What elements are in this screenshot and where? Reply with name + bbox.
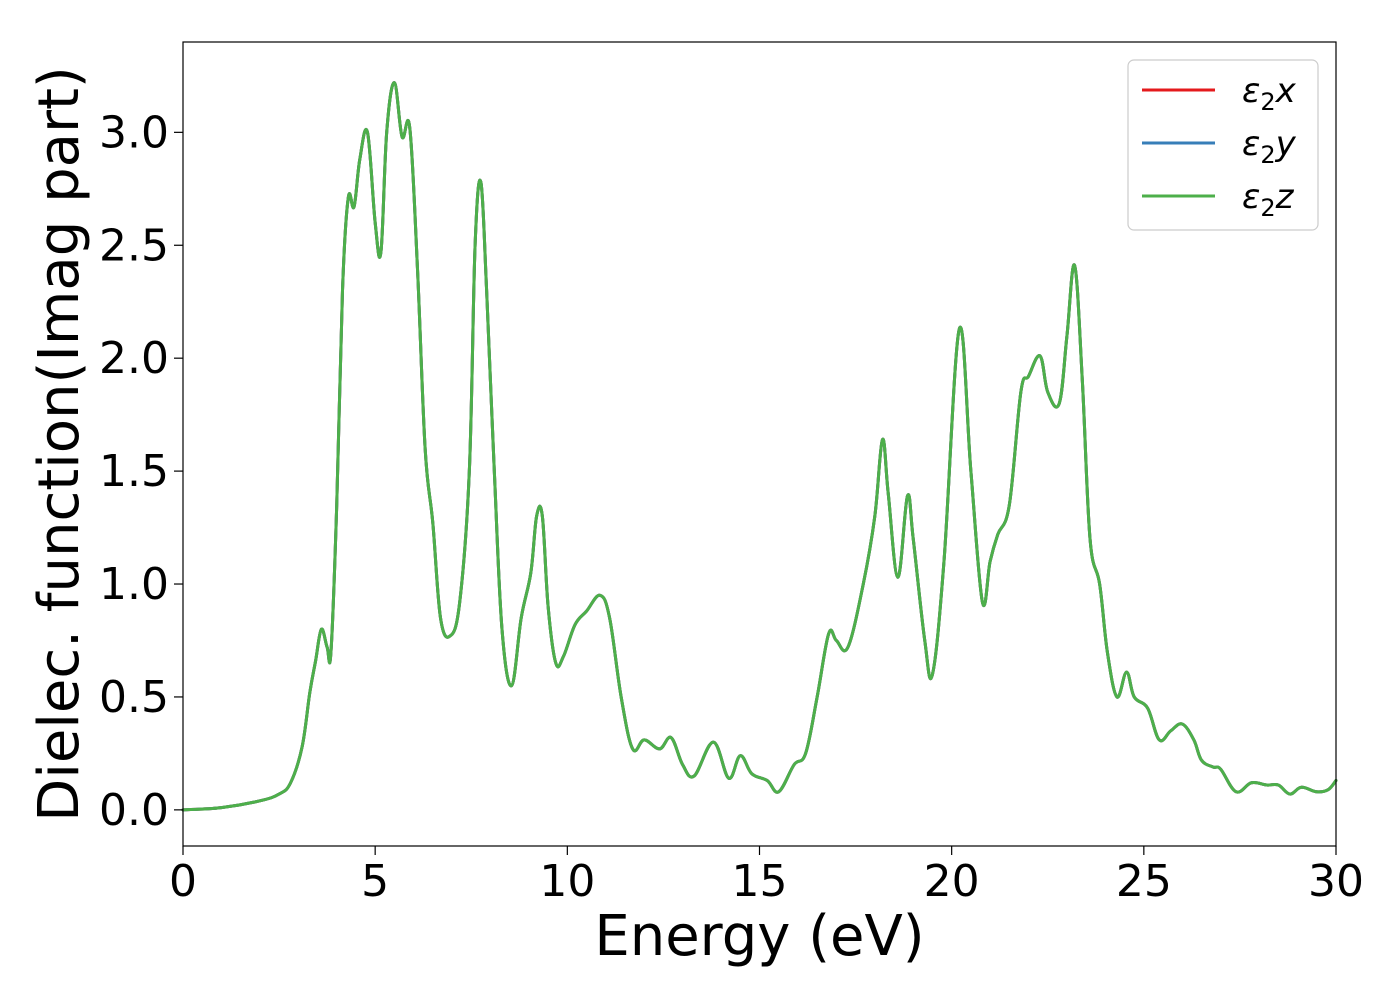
series-layer (181, 81, 1338, 812)
y-tick-label: 3.0 (99, 107, 169, 158)
series-line-z (181, 81, 1338, 812)
legend: ε2x ε2y ε2z (1127, 59, 1319, 231)
y-tick-label: 2.0 (99, 333, 169, 384)
y-axis: 0.0 0.5 1.0 1.5 2.0 2.5 3.0 (99, 107, 183, 836)
x-tick-label: 20 (924, 856, 980, 907)
legend-label-x: ε2x (1242, 71, 1297, 116)
x-tick-label: 25 (1116, 856, 1172, 907)
x-tick-label: 5 (361, 856, 389, 907)
x-tick-label: 10 (539, 856, 595, 907)
legend-label-z: ε2z (1242, 177, 1295, 222)
y-tick-label: 1.5 (99, 446, 169, 497)
x-tick-label: 30 (1308, 856, 1364, 907)
y-tick-label: 1.0 (99, 559, 169, 610)
legend-label-y: ε2y (1242, 124, 1297, 169)
y-axis-label: Dielec. function(Imag part) (27, 66, 92, 822)
legend-box (1127, 59, 1319, 231)
x-axis-label: Energy (eV) (594, 904, 924, 969)
x-tick-label: 0 (169, 856, 197, 907)
y-tick-label: 0.0 (99, 785, 169, 836)
x-axis: 0 5 10 15 20 25 30 (169, 846, 1364, 907)
x-tick-label: 15 (732, 856, 788, 907)
y-tick-label: 0.5 (99, 672, 169, 723)
y-tick-label: 2.5 (99, 220, 169, 271)
